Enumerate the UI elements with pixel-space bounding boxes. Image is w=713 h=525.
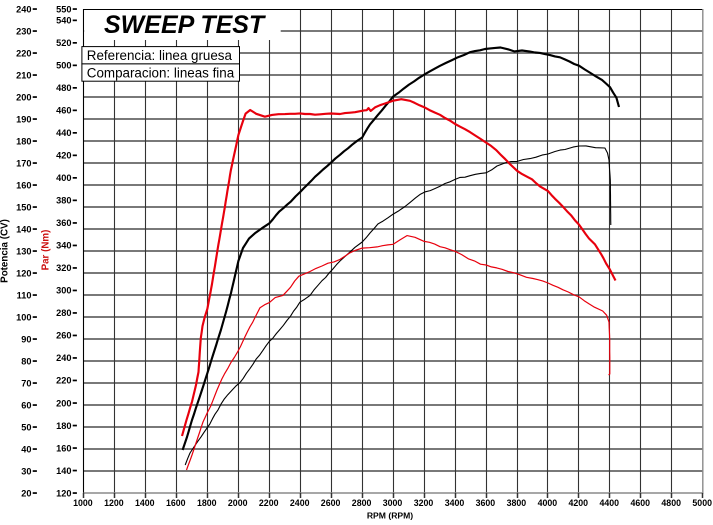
svg-text:Potencia (CV): Potencia (CV) [0, 219, 11, 283]
svg-text:440: 440 [56, 128, 71, 138]
svg-text:4000: 4000 [538, 498, 558, 508]
svg-text:190: 190 [16, 114, 31, 124]
svg-text:1800: 1800 [197, 498, 217, 508]
svg-text:30: 30 [21, 466, 31, 476]
svg-text:260: 260 [56, 331, 71, 341]
svg-text:4200: 4200 [569, 498, 589, 508]
svg-text:400: 400 [56, 173, 71, 183]
svg-text:40: 40 [21, 444, 31, 454]
svg-text:220: 220 [56, 376, 71, 386]
svg-text:SWEEP TEST: SWEEP TEST [104, 11, 267, 39]
svg-text:Comparacion: lineas fina: Comparacion: lineas fina [87, 66, 235, 81]
svg-text:120: 120 [56, 488, 71, 498]
svg-text:380: 380 [56, 196, 71, 206]
svg-text:200: 200 [56, 398, 71, 408]
svg-text:280: 280 [56, 308, 71, 318]
svg-text:100: 100 [16, 312, 31, 322]
svg-text:110: 110 [17, 290, 32, 300]
svg-text:210: 210 [16, 70, 31, 80]
svg-text:Par (Nm): Par (Nm) [41, 230, 52, 271]
svg-text:2400: 2400 [290, 498, 310, 508]
svg-text:3200: 3200 [414, 498, 434, 508]
svg-text:480: 480 [56, 83, 71, 93]
svg-text:3000: 3000 [383, 498, 403, 508]
svg-text:360: 360 [56, 218, 71, 228]
svg-text:70: 70 [21, 378, 31, 388]
svg-text:180: 180 [16, 136, 31, 146]
svg-text:3400: 3400 [445, 498, 465, 508]
svg-text:320: 320 [56, 263, 71, 273]
svg-text:4800: 4800 [661, 498, 681, 508]
svg-text:230: 230 [16, 26, 31, 36]
svg-text:1600: 1600 [166, 498, 186, 508]
svg-text:170: 170 [16, 158, 31, 168]
svg-text:2200: 2200 [259, 498, 279, 508]
svg-text:RPM (RPM): RPM (RPM) [367, 510, 413, 520]
svg-text:4400: 4400 [600, 498, 620, 508]
svg-text:180: 180 [56, 421, 71, 431]
svg-text:460: 460 [56, 106, 71, 116]
svg-text:160: 160 [16, 180, 31, 190]
svg-text:20: 20 [21, 488, 31, 498]
svg-text:1200: 1200 [104, 498, 124, 508]
svg-text:220: 220 [16, 48, 31, 58]
svg-text:140: 140 [16, 224, 31, 234]
svg-text:500: 500 [56, 61, 71, 71]
svg-text:300: 300 [56, 286, 71, 296]
svg-text:540: 540 [56, 16, 71, 26]
svg-text:1400: 1400 [135, 498, 155, 508]
svg-text:160: 160 [56, 443, 71, 453]
svg-text:240: 240 [16, 4, 31, 14]
svg-text:3600: 3600 [476, 498, 496, 508]
svg-text:240: 240 [56, 353, 71, 363]
svg-text:5000: 5000 [692, 498, 712, 508]
svg-text:150: 150 [16, 202, 31, 212]
svg-text:120: 120 [16, 268, 31, 278]
svg-text:60: 60 [21, 400, 31, 410]
svg-text:2600: 2600 [321, 498, 341, 508]
svg-text:2800: 2800 [352, 498, 372, 508]
svg-text:90: 90 [21, 334, 31, 344]
svg-text:130: 130 [16, 246, 31, 256]
svg-text:3800: 3800 [507, 498, 527, 508]
svg-text:Referencia: linea gruesa: Referencia: linea gruesa [87, 48, 233, 63]
svg-text:200: 200 [16, 92, 31, 102]
svg-text:340: 340 [56, 241, 71, 251]
svg-text:1000: 1000 [73, 498, 93, 508]
svg-text:2000: 2000 [228, 498, 248, 508]
svg-text:420: 420 [56, 151, 71, 161]
svg-text:80: 80 [21, 356, 31, 366]
svg-text:50: 50 [21, 422, 31, 432]
svg-text:550: 550 [56, 4, 71, 14]
svg-text:140: 140 [56, 466, 71, 476]
svg-text:520: 520 [56, 38, 71, 48]
svg-text:4600: 4600 [631, 498, 651, 508]
